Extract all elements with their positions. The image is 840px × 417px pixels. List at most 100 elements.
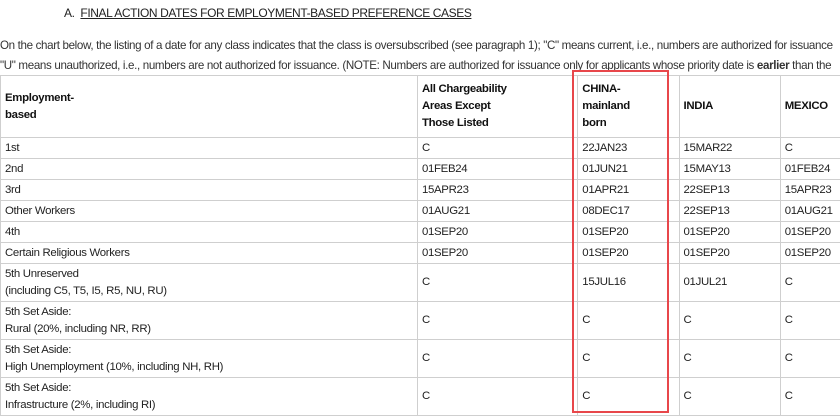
header-all-chargeability: All Chargeability Areas Except Those Liste… [416, 75, 579, 138]
table-row: 5th Set Aside: High Unemployment (10%, in… [0, 339, 840, 378]
date-cell: 01SEP20 [577, 221, 680, 243]
table-row: 4th 01SEP20 01SEP20 01SEP20 01SEP20 [0, 221, 840, 243]
header-line: INDIA [683, 100, 714, 112]
intro-paragraph: On the chart below, the listing of a dat… [0, 36, 840, 76]
paragraph-text: "U" means unauthorized, i.e., numbers ar… [0, 59, 757, 72]
header-line: mainland [582, 100, 630, 112]
table-row: Other Workers 01AUG21 08DEC17 22SEP13 01AUG2… [0, 200, 840, 222]
section-heading: A. FINAL ACTION DATES FOR EMPLOYMENT-BAS… [64, 6, 472, 20]
category-line: 5th Set Aside: [5, 381, 72, 394]
date-cell: C [678, 377, 781, 416]
header-india: INDIA [678, 75, 781, 138]
header-line: MEXICO [784, 100, 828, 112]
date-cell: 15MAY13 [678, 158, 781, 180]
table-row: 5th Unreserved (including C5, T5, I5, R5,… [0, 263, 840, 302]
date-cell: 01SEP20 [416, 242, 579, 264]
paragraph-emphasis: earlier [756, 59, 790, 72]
row-category: 5th Set Aside: Rural (20%, including NR, … [0, 301, 418, 340]
header-line: CHINA- [582, 83, 621, 95]
date-cell: 08DEC17 [577, 200, 680, 222]
row-category: 1st [0, 137, 418, 159]
date-cell: 01SEP20 [678, 221, 781, 243]
date-cell: C [416, 301, 579, 340]
date-cell: C [416, 263, 579, 302]
date-cell: C [416, 377, 579, 416]
date-cell: 22SEP13 [678, 179, 781, 201]
category-line: 5th Unreserved [5, 267, 79, 280]
paragraph-text: than the [789, 59, 832, 72]
date-cell: C [416, 137, 579, 159]
date-cell: C [779, 263, 840, 302]
row-category: 5th Set Aside: Infrastructure (2%, includ… [0, 377, 418, 416]
row-category: 5th Set Aside: High Unemployment (10%, in… [0, 339, 418, 378]
row-category: 2nd [0, 158, 418, 180]
header-line: Areas Except [421, 100, 491, 112]
date-cell: 22SEP13 [678, 200, 781, 222]
section-prefix: A. [64, 6, 75, 20]
category-line: Certain Religious Workers [5, 246, 130, 259]
date-cell: 01SEP20 [678, 242, 781, 264]
category-line: Other Workers [5, 204, 75, 217]
date-cell: 01SEP20 [577, 242, 680, 264]
row-category: Other Workers [0, 200, 418, 222]
table-row: 5th Set Aside: Infrastructure (2%, includ… [0, 377, 840, 416]
category-line: 5th Set Aside: [5, 343, 72, 356]
date-cell: 15APR23 [416, 179, 579, 201]
date-cell: C [779, 301, 840, 340]
date-cell: 01AUG21 [779, 200, 840, 222]
paragraph-line-2: "U" means unauthorized, i.e., numbers ar… [0, 56, 840, 76]
date-cell: C [779, 137, 840, 159]
row-category: 3rd [0, 179, 418, 201]
header-line: based [5, 108, 37, 121]
category-line: 3rd [5, 183, 21, 196]
category-line: 5th Set Aside: [5, 305, 72, 318]
final-action-dates-table: Employment-based All Chargeability Areas E… [0, 75, 840, 416]
row-category: 4th [0, 221, 418, 243]
date-cell: 15JUL16 [577, 263, 680, 302]
date-cell: 01JUL21 [678, 263, 781, 302]
category-line: 4th [5, 225, 20, 238]
category-line: 1st [5, 141, 20, 154]
date-cell: 01FEB24 [779, 158, 840, 180]
category-line: (including C5, T5, I5, R5, NU, RU) [5, 284, 167, 297]
date-cell: C [678, 339, 781, 378]
header-line: All Chargeability [421, 83, 507, 95]
date-cell: C [779, 339, 840, 378]
table-row: 1st C 22JAN23 15MAR22 C [0, 137, 840, 159]
date-cell: 01SEP20 [779, 242, 840, 264]
row-category: Certain Religious Workers [0, 242, 418, 264]
date-cell: 22JAN23 [577, 137, 680, 159]
header-china: CHINA-mainland born [577, 75, 680, 138]
date-cell: 01FEB24 [416, 158, 579, 180]
header-line: Those Listed [421, 117, 489, 129]
date-cell: C [577, 377, 680, 416]
date-cell: 01SEP20 [416, 221, 579, 243]
date-cell: C [577, 301, 680, 340]
header-line: born [582, 117, 607, 129]
date-cell: 15MAR22 [678, 137, 781, 159]
category-line: High Unemployment (10%, including NH, RH… [5, 360, 224, 373]
date-cell: 01SEP20 [779, 221, 840, 243]
header-mexico: MEXICO [779, 75, 840, 138]
date-cell: C [779, 377, 840, 416]
date-cell: 01AUG21 [416, 200, 579, 222]
date-cell: 15APR23 [779, 179, 840, 201]
category-line: Rural (20%, including NR, RR) [5, 322, 151, 335]
header-employment-based: Employment-based [0, 75, 418, 138]
table-row: 5th Set Aside: Rural (20%, including NR, … [0, 301, 840, 340]
table-header-row: Employment-based All Chargeability Areas E… [0, 75, 840, 138]
date-cell: C [577, 339, 680, 378]
paragraph-line-1: On the chart below, the listing of a dat… [0, 39, 833, 52]
date-cell: C [416, 339, 579, 378]
category-line: 2nd [5, 162, 24, 175]
date-cell: C [678, 301, 781, 340]
category-line: Infrastructure (2%, including RI) [5, 398, 156, 411]
date-cell: 01JUN21 [577, 158, 680, 180]
table-row: Certain Religious Workers 01SEP20 01SEP20 0… [0, 242, 840, 264]
table-row: 2nd 01FEB24 01JUN21 15MAY13 01FEB24 [0, 158, 840, 180]
table-row: 3rd 15APR23 01APR21 22SEP13 15APR23 [0, 179, 840, 201]
date-cell: 01APR21 [577, 179, 680, 201]
row-category: 5th Unreserved (including C5, T5, I5, R5,… [0, 263, 418, 302]
section-title: FINAL ACTION DATES FOR EMPLOYMENT-BASED … [80, 6, 472, 20]
header-line: Employment- [5, 91, 74, 104]
